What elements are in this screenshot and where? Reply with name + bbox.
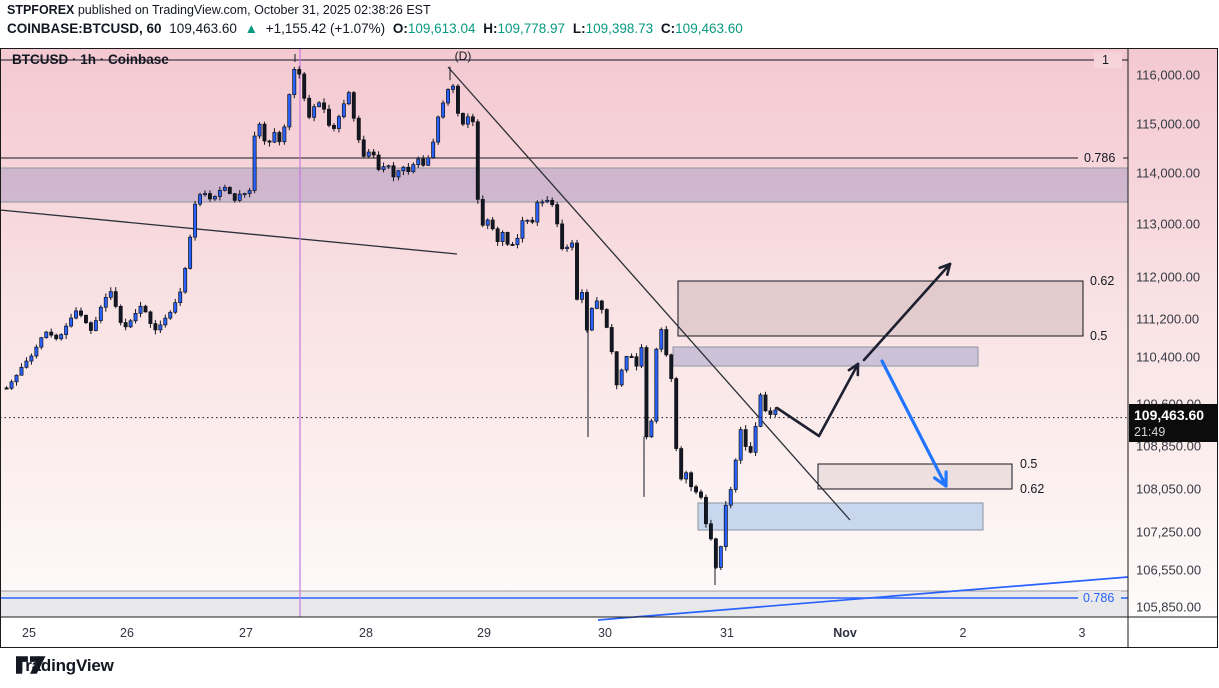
candles-layer (4, 54, 778, 585)
current-price-badge: 109,463.60 21:49 (1129, 404, 1218, 442)
major-downtrend-line[interactable] (447, 66, 851, 521)
byline-text: published on TradingView.com, October 31… (74, 3, 431, 17)
svg-text:106,550.00: 106,550.00 (1136, 563, 1201, 578)
low-label: L: (572, 21, 586, 36)
svg-text:25: 25 (22, 626, 36, 640)
last-price: 109,463.60 (169, 21, 237, 36)
tradingview-logo[interactable]: TradingView (16, 656, 114, 676)
blue-fib-label: 0.786 (1078, 591, 1121, 605)
svg-text:3: 3 (1079, 626, 1086, 640)
supply-band-114k (0, 167, 1129, 203)
svg-text:26: 26 (120, 626, 134, 640)
fib-levels: 1 0.786 (0, 52, 1128, 166)
svg-text:108,850.00: 108,850.00 (1136, 439, 1201, 454)
svg-text:1: 1 (1102, 53, 1109, 67)
svg-text:27: 27 (239, 626, 253, 640)
svg-text:107,250.00: 107,250.00 (1136, 525, 1201, 540)
publish-byline: STPFOREX published on TradingView.com, O… (7, 3, 431, 17)
svg-text:Nov: Nov (833, 626, 857, 640)
svg-text:0.5: 0.5 (1090, 329, 1107, 343)
fib-box-62-50 (677, 280, 1084, 337)
svg-text:0.62: 0.62 (1090, 274, 1114, 288)
open-label: O: (392, 21, 408, 36)
svg-text:109,463.60: 109,463.60 (1134, 407, 1204, 423)
time-axis[interactable]: 25 26 27 28 29 30 31 Nov 2 3 (22, 626, 1085, 640)
trendlines (0, 66, 1129, 621)
svg-text:30: 30 (598, 626, 612, 640)
open-value: 109,613.04 (407, 21, 476, 36)
svg-text:113,000.00: 113,000.00 (1136, 217, 1200, 232)
drawn-arrows (775, 262, 952, 488)
breakout-up-arrow[interactable] (862, 262, 952, 362)
rejection-down-arrow[interactable] (880, 359, 948, 488)
svg-text:29: 29 (477, 626, 491, 640)
chart-background (0, 48, 1218, 617)
minor-downtrend-line[interactable] (0, 209, 458, 255)
high-value: 109,778.97 (497, 21, 566, 36)
svg-text:105,850.00: 105,850.00 (1136, 600, 1201, 615)
svg-text:112,000.00: 112,000.00 (1136, 270, 1200, 285)
svg-text:115,000.00: 115,000.00 (1136, 117, 1200, 132)
svg-text:108,050.00: 108,050.00 (1136, 482, 1201, 497)
zigzag-projection-arrow[interactable] (775, 362, 860, 438)
zones: 0.62 0.5 0.5 0.62 (0, 167, 1129, 531)
chart-legend[interactable]: BTCUSD · 1h · Coinbase (12, 52, 169, 67)
svg-text:110,400.00: 110,400.00 (1136, 350, 1200, 365)
svg-text:114,000.00: 114,000.00 (1136, 166, 1200, 181)
symbol-label: COINBASE:BTCUSD, 60 (7, 21, 162, 36)
svg-text:31: 31 (720, 626, 734, 640)
demand-box-107k (697, 502, 984, 531)
svg-text:28: 28 (359, 626, 373, 640)
svg-text:111,200.00: 111,200.00 (1136, 312, 1199, 327)
close-label: C: (660, 21, 676, 36)
tradingview-logo-icon (16, 656, 46, 674)
high-label: H: (483, 21, 498, 36)
svg-text:0.62: 0.62 (1020, 482, 1044, 496)
rising-support-line[interactable] (597, 576, 1129, 621)
bottom-band (0, 590, 1128, 617)
chart-frame (0, 48, 1218, 648)
svg-text:116,000.00: 116,000.00 (1136, 68, 1200, 83)
fib-box-50-62 (817, 463, 1013, 490)
change-arrow-icon: ▲ (244, 21, 259, 36)
svg-text:2: 2 (960, 626, 967, 640)
close-value: 109,463.60 (675, 21, 743, 36)
symbol-ohlc-row: COINBASE:BTCUSD, 60 109,463.60 ▲ +1,155.… (7, 21, 747, 36)
wave-d-label: (D) (455, 49, 472, 63)
svg-text:0.5: 0.5 (1020, 457, 1037, 471)
low-value: 109,398.73 (585, 21, 654, 36)
demand-box-110k (672, 346, 979, 367)
svg-text:21:49: 21:49 (1134, 425, 1165, 439)
author-name: STPFOREX (7, 3, 75, 17)
svg-text:(D): (D) (455, 49, 472, 63)
change-value: +1,155.42 (+1.07%) (265, 21, 386, 36)
svg-text:0.786: 0.786 (1083, 591, 1114, 605)
svg-text:0.786: 0.786 (1084, 151, 1115, 165)
